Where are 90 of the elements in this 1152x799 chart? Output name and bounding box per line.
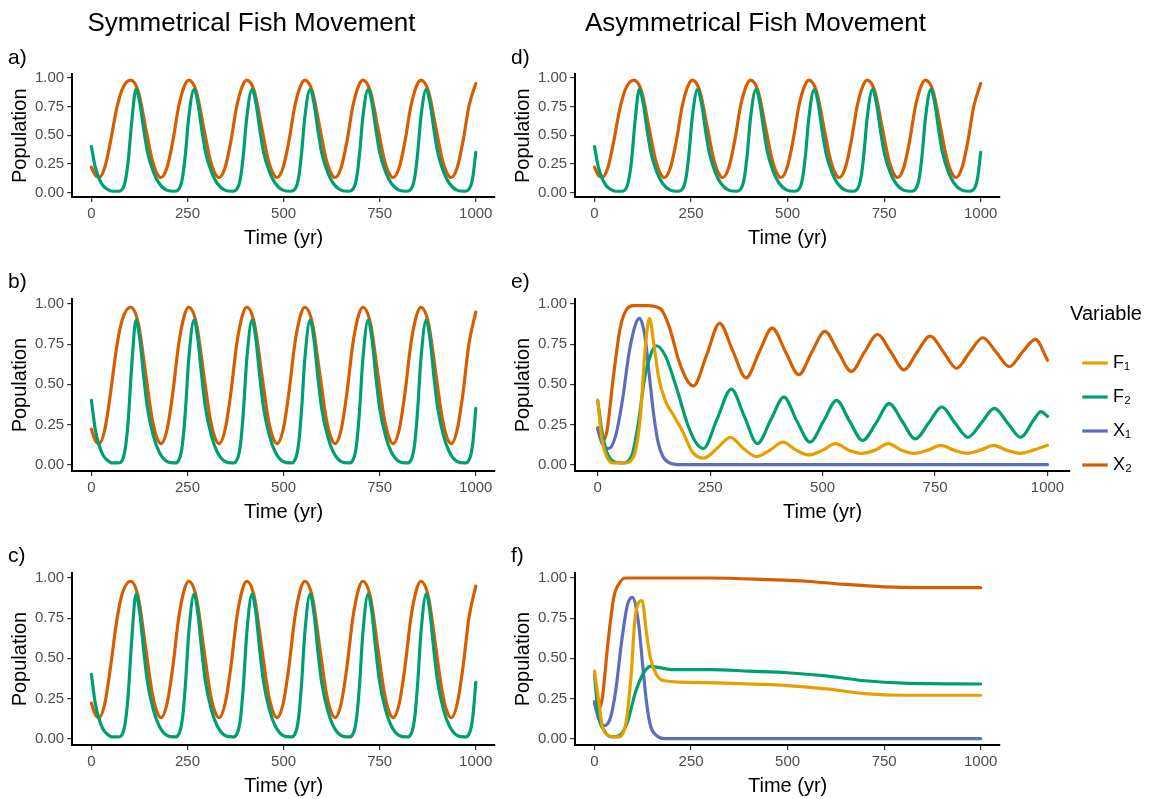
x-tick-label: 250 [174,204,201,222]
x-axis-title: Time (yr) [782,499,863,522]
line-series [89,318,478,465]
x-axis-title: Time (yr) [243,499,324,522]
y-tick-label: 0.50 [537,648,568,666]
y-tick-label: 0.25 [34,153,65,171]
chart-subtitle: d) [511,44,530,68]
x-tick-label: 500 [271,204,297,222]
legend-label: F₂ [1113,385,1131,406]
y-tick-label: 0.75 [34,334,65,352]
x-tick-label: 0 [87,752,96,770]
x-tick-label: 0 [593,478,602,496]
y-axis-title: Population [510,611,533,707]
y-tick-label: 0.75 [34,96,65,114]
x-tick-label: 250 [678,204,704,222]
chart-title: Symmetrical Fish Movement [87,6,417,37]
y-tick-label: 0.50 [537,125,568,143]
x-tick-label: 0 [590,204,599,222]
y-tick-label: 0.25 [537,153,568,171]
x-axis-title: Time (yr) [747,773,828,796]
x-tick-label: 0 [87,204,96,222]
chart-title: e) [511,269,530,293]
x-tick-label: 1000 [459,204,493,222]
x-tick-label: 500 [775,204,801,222]
x-tick-label: 0 [87,478,96,496]
chart-title: c) [8,543,26,567]
y-tick-label: 0.50 [34,125,65,143]
y-tick-label: 0.50 [34,374,65,392]
y-tick-label: 1.00 [34,67,65,85]
y-tick-label: 0.25 [537,688,568,706]
x-tick-label: 500 [271,752,297,770]
y-tick-label: 0.75 [537,608,568,626]
y-tick-label: 1.00 [34,568,65,586]
y-tick-label: 0.50 [34,648,65,666]
y-tick-label: 0.00 [34,182,65,200]
chart-subtitle: a) [8,44,27,68]
x-tick-label: 750 [367,478,393,496]
x-tick-label: 1000 [459,752,493,770]
x-tick-label: 250 [678,752,704,770]
x-tick-label: 500 [810,478,836,496]
y-axis-title: Population [510,88,533,183]
line-series [89,592,478,739]
x-tick-label: 250 [697,478,723,496]
x-tick-label: 500 [775,752,801,770]
chart-title: f) [511,543,524,567]
y-tick-label: 0.00 [34,728,65,746]
y-tick-label: 0.25 [34,688,65,706]
x-tick-label: 750 [922,478,948,496]
chart-title: b) [8,269,27,293]
x-tick-label: 750 [871,204,897,222]
y-tick-label: 1.00 [34,294,65,312]
line-series [592,87,983,193]
x-axis-title: Time (yr) [243,773,324,796]
x-axis-title: Time (yr) [747,225,828,248]
legend-title: Variable [1070,301,1142,324]
legend-label: X₂ [1113,453,1133,474]
y-axis-title: Population [7,88,30,183]
y-tick-label: 0.00 [537,182,568,200]
y-axis-title: Population [7,611,30,707]
x-tick-label: 250 [174,478,201,496]
y-tick-label: 1.00 [537,67,568,85]
y-tick-label: 0.00 [537,454,568,472]
x-tick-label: 1000 [459,478,493,496]
y-tick-label: 0.25 [34,414,65,432]
y-tick-label: 0.75 [537,334,568,352]
y-tick-label: 0.50 [537,374,568,392]
x-tick-label: 250 [174,752,201,770]
chart-title: Asymmetrical Fish Movement [585,6,927,37]
x-tick-label: 1000 [1030,478,1065,496]
y-tick-label: 0.75 [34,608,65,626]
legend-label: X₁ [1113,419,1132,440]
y-tick-label: 0.75 [537,96,568,114]
x-axis-title: Time (yr) [243,225,324,248]
y-tick-label: 0.25 [537,414,568,432]
y-axis-title: Population [510,337,533,433]
x-tick-label: 0 [590,752,599,770]
x-tick-label: 750 [367,204,393,222]
line-series [89,87,478,193]
line-series [596,304,1050,443]
x-tick-label: 1000 [964,752,998,770]
y-tick-label: 1.00 [537,568,568,586]
x-tick-label: 500 [271,478,297,496]
y-tick-label: 0.00 [537,728,568,746]
x-tick-label: 750 [367,752,393,770]
x-tick-label: 750 [871,752,897,770]
y-tick-label: 1.00 [537,294,568,312]
legend-label: F₁ [1113,351,1131,372]
x-tick-label: 1000 [964,204,998,222]
y-tick-label: 0.00 [34,454,65,472]
y-axis-title: Population [7,337,30,433]
